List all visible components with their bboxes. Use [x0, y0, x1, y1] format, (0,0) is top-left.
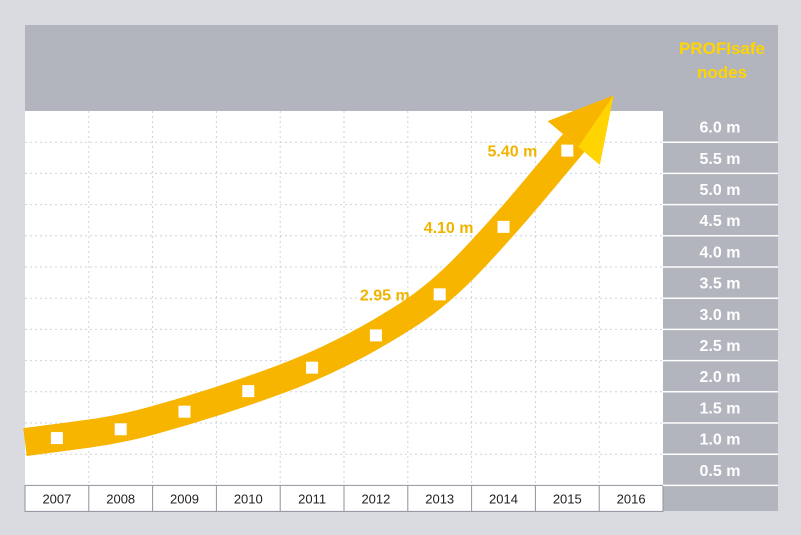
- data-point-marker: [433, 288, 446, 301]
- data-point-marker: [306, 361, 319, 374]
- x-tick-label: 2011: [298, 491, 326, 506]
- x-tick-labels: 2007 2008 2009 2010 2011 2012 2013 2014 2015 2016: [42, 491, 645, 506]
- data-markers: [50, 144, 574, 445]
- y-tick-label: 5.5 m: [700, 151, 741, 168]
- y-tick-label: 3.5 m: [700, 276, 741, 293]
- y-tick-labels: 0.5 m 1.0 m 1.5 m 2.0 m 2.5 m 3.0 m 3.5 m 4.0 m…: [663, 120, 778, 487]
- x-tick-label: 2007: [42, 491, 71, 506]
- y-tick-label: 1.0 m: [700, 432, 741, 449]
- x-tick-label: 2012: [361, 491, 390, 506]
- chart-title-line-2: nodes: [697, 63, 747, 82]
- y-tick-label: 0.5 m: [700, 463, 741, 480]
- y-tick-label: 2.0 m: [700, 369, 741, 386]
- y-tick-label: 4.5 m: [700, 213, 741, 230]
- y-tick-label: 4.0 m: [700, 244, 741, 261]
- data-value-label: 2.95 m: [360, 287, 410, 304]
- data-point-marker: [497, 220, 510, 233]
- y-axis-panel: [663, 111, 778, 511]
- y-tick-label: 6.0 m: [700, 120, 741, 137]
- x-tick-label: 2010: [234, 491, 263, 506]
- data-point-marker: [50, 432, 63, 445]
- x-tick-label: 2015: [553, 491, 582, 506]
- data-point-marker: [178, 405, 191, 418]
- data-point-marker: [561, 144, 574, 157]
- x-tick-label: 2008: [106, 491, 135, 506]
- value-labels: 2.95 m 4.10 m 5.40 m: [360, 144, 537, 305]
- y-tick-label: 2.5 m: [700, 338, 741, 355]
- header-band: [25, 25, 778, 111]
- x-tick-label: 2009: [170, 491, 199, 506]
- trend-arrow-head-highlight: [578, 95, 614, 165]
- data-point-marker: [114, 423, 127, 436]
- data-value-label: 5.40 m: [487, 144, 537, 161]
- chart-title-line-1: PROFIsafe: [679, 39, 765, 58]
- data-point-marker: [369, 329, 382, 342]
- data-value-label: 4.10 m: [424, 220, 474, 237]
- y-tick-label: 1.5 m: [700, 400, 741, 417]
- x-tick-label: 2013: [425, 491, 454, 506]
- x-tick-label: 2016: [617, 491, 646, 506]
- y-tick-label: 5.0 m: [700, 182, 741, 199]
- data-point-marker: [242, 385, 255, 398]
- y-tick-label: 3.0 m: [700, 307, 741, 324]
- x-tick-label: 2014: [489, 491, 518, 506]
- x-axis-bar: [24, 484, 664, 512]
